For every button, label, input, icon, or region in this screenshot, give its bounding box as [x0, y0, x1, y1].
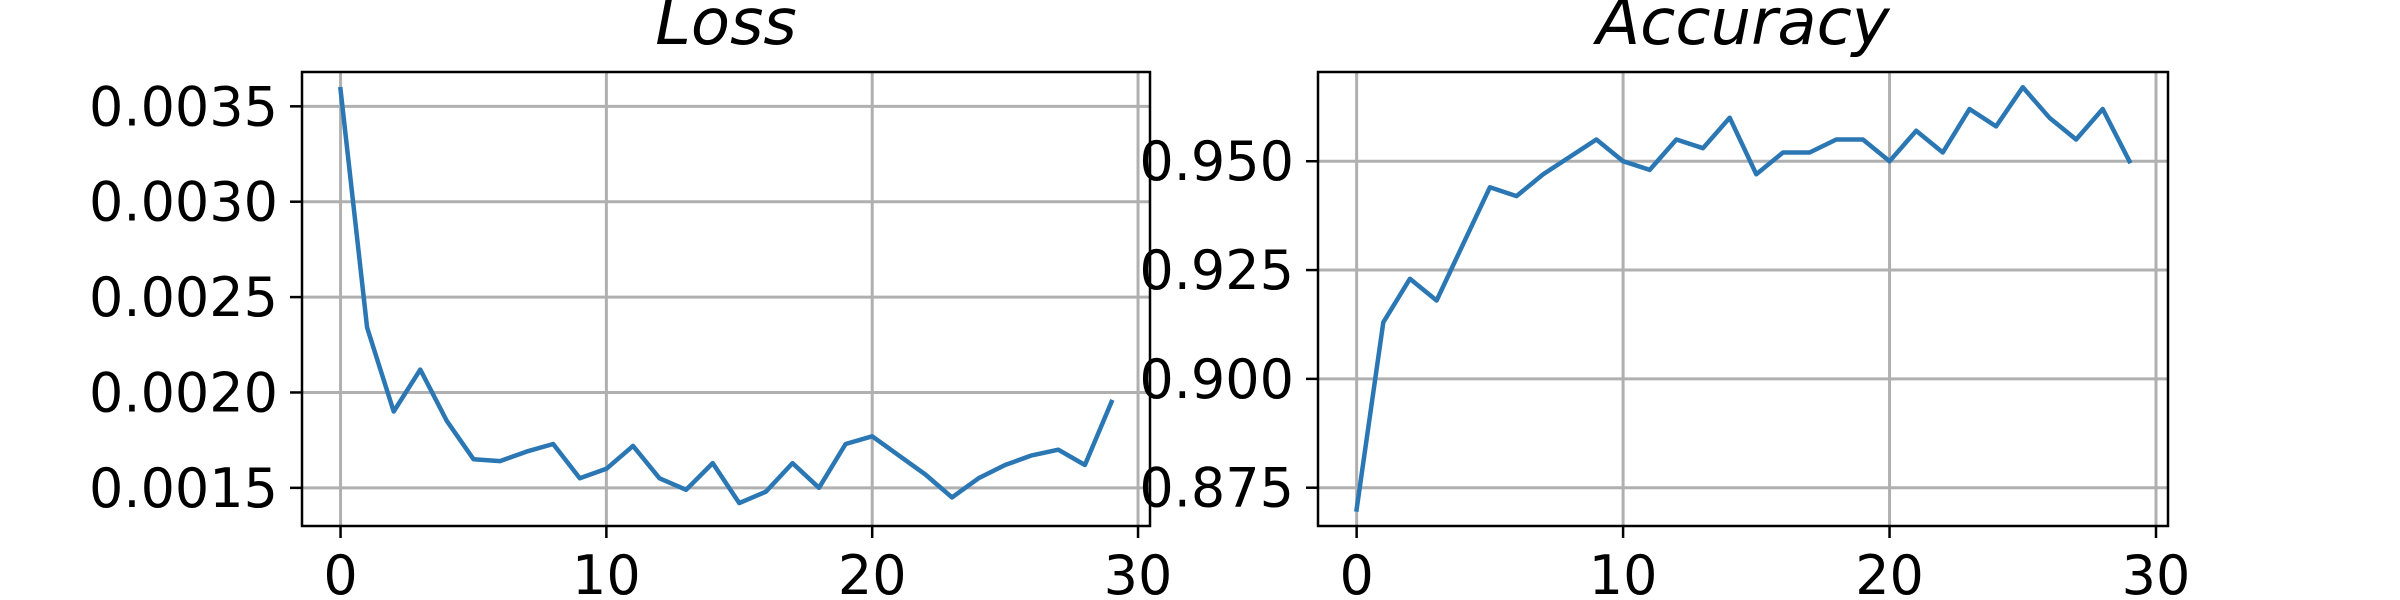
loss-chart-series: [338, 86, 1115, 506]
accuracy-xtick-label: 10: [1589, 544, 1658, 600]
accuracy-xtick-label: 20: [1855, 544, 1924, 600]
loss-chart: Loss 0 10 20 30 0.0015 0.0020 0.0025 0.0030 0.00…: [89, 0, 1172, 600]
accuracy-chart-grid: [1318, 72, 2168, 526]
loss-ytick-label: 0.0035: [89, 75, 278, 138]
loss-xtick-label: 30: [1104, 544, 1173, 600]
accuracy-ytick-label: 0.875: [1139, 457, 1294, 520]
accuracy-ytick-label: 0.900: [1139, 348, 1294, 411]
loss-ytick-label: 0.0015: [89, 457, 278, 520]
accuracy-chart: Accuracy 0 10 20 30 0.875 0.900 0.925 0.950: [1139, 0, 2190, 600]
accuracy-chart-series: [1354, 84, 2133, 513]
loss-ytick-label: 0.0020: [89, 361, 278, 424]
loss-chart-title: Loss: [655, 0, 797, 60]
accuracy-chart-ticks: 0 10 20 30 0.875 0.900 0.925 0.950: [1139, 130, 2190, 600]
loss-chart-ticks: 0 10 20 30 0.0015 0.0020 0.0025 0.0030 0.0035: [89, 75, 1172, 600]
loss-xtick-label: 0: [323, 544, 357, 600]
accuracy-chart-title: Accuracy: [1592, 0, 1890, 60]
accuracy-xtick-label: 30: [2122, 544, 2191, 600]
loss-ytick-label: 0.0025: [89, 266, 278, 329]
accuracy-chart-frame: [1316, 70, 2170, 528]
loss-ytick-label: 0.0030: [89, 171, 278, 234]
accuracy-series-line: [1354, 84, 2133, 513]
loss-xtick-label: 10: [572, 544, 641, 600]
loss-xtick-label: 20: [838, 544, 907, 600]
loss-chart-grid: [302, 72, 1150, 526]
loss-chart-frame: [300, 70, 1152, 528]
accuracy-ytick-label: 0.925: [1139, 239, 1294, 302]
accuracy-xtick-label: 0: [1339, 544, 1373, 600]
accuracy-ytick-label: 0.950: [1139, 130, 1294, 193]
loss-series-line: [338, 86, 1115, 506]
